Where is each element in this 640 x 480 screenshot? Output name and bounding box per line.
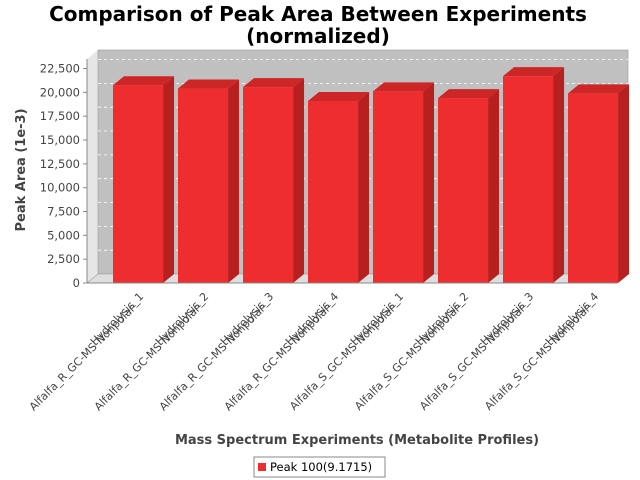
- bar-front: [308, 100, 359, 283]
- bar-top: [113, 76, 175, 86]
- y-tick-label: 5,000: [47, 228, 80, 242]
- x-axis-label: Mass Spectrum Experiments (Metabolite Pr…: [175, 433, 539, 448]
- x-tick-label: Hydrolysis_3: [218, 290, 276, 348]
- y-tick-label: 22,500: [40, 62, 80, 76]
- y-tick-label: 7,500: [47, 205, 80, 219]
- y-axis-label: Peak Area (1e-3): [14, 108, 29, 231]
- bar-front: [568, 93, 619, 283]
- bar-top: [178, 79, 240, 89]
- x-tick-label: Hydrolysis_1: [348, 290, 406, 348]
- y-tick-label: 15,000: [40, 133, 80, 147]
- legend-label: Peak 100(9.1715): [270, 460, 372, 474]
- bar-side: [618, 84, 630, 283]
- y-axis: 0 2,500 5,000 7,500 10,000 12,500 15,000 17,500…: [40, 59, 88, 290]
- bar-side: [358, 91, 370, 283]
- bar-side: [553, 67, 565, 284]
- x-tick-label: Hydrolysis_2: [153, 290, 211, 348]
- bar: [373, 82, 435, 283]
- bar: [243, 78, 305, 284]
- bar: [178, 79, 240, 283]
- bar-top: [308, 91, 370, 101]
- bar: [438, 89, 500, 284]
- y-tick-label: 17,500: [40, 109, 80, 123]
- x-axis: Alfalfa_R_GC-MS-Nonpolar-Hydrolysis_1Alf…: [27, 282, 617, 413]
- x-tick-label: Hydrolysis_4: [543, 290, 601, 348]
- x-tick-label: Hydrolysis_1: [88, 290, 146, 348]
- bar-top: [438, 89, 500, 99]
- bar-side: [293, 78, 305, 284]
- bars: [113, 67, 630, 284]
- bar-front: [503, 76, 554, 284]
- chart-subtitle: (normalized): [246, 24, 390, 48]
- bar-front: [243, 87, 294, 284]
- legend: Peak 100(9.1715): [253, 456, 386, 478]
- bar-top: [243, 78, 305, 88]
- y-tick-label: 10,000: [40, 181, 80, 195]
- y-tick-label: 0: [73, 276, 80, 290]
- bar: [503, 67, 565, 284]
- bar: [568, 84, 630, 283]
- bar-top: [373, 82, 435, 92]
- bar: [308, 91, 370, 283]
- bar-side: [163, 76, 175, 283]
- bar-side: [423, 82, 435, 283]
- y-tick-label: 20,000: [40, 85, 80, 99]
- bar-front: [178, 88, 229, 283]
- y-tick-label: 12,500: [40, 157, 80, 171]
- legend-swatch: [258, 463, 266, 471]
- bar-front: [438, 98, 489, 284]
- bar: [113, 76, 175, 283]
- x-tick-label: Hydrolysis_2: [413, 290, 471, 348]
- bar-side: [488, 89, 500, 284]
- chart-title: Comparison of Peak Area Between Experime…: [49, 2, 587, 26]
- legend-box: [253, 456, 386, 478]
- bar-top: [568, 84, 630, 94]
- bar-side: [228, 79, 240, 283]
- bar-top: [503, 67, 565, 77]
- y-tick-label: 2,500: [47, 252, 80, 266]
- bar-front: [113, 85, 164, 283]
- bar-front: [373, 91, 424, 283]
- x-tick-label: Hydrolysis_4: [283, 290, 341, 348]
- x-tick-label: Hydrolysis_3: [478, 290, 536, 348]
